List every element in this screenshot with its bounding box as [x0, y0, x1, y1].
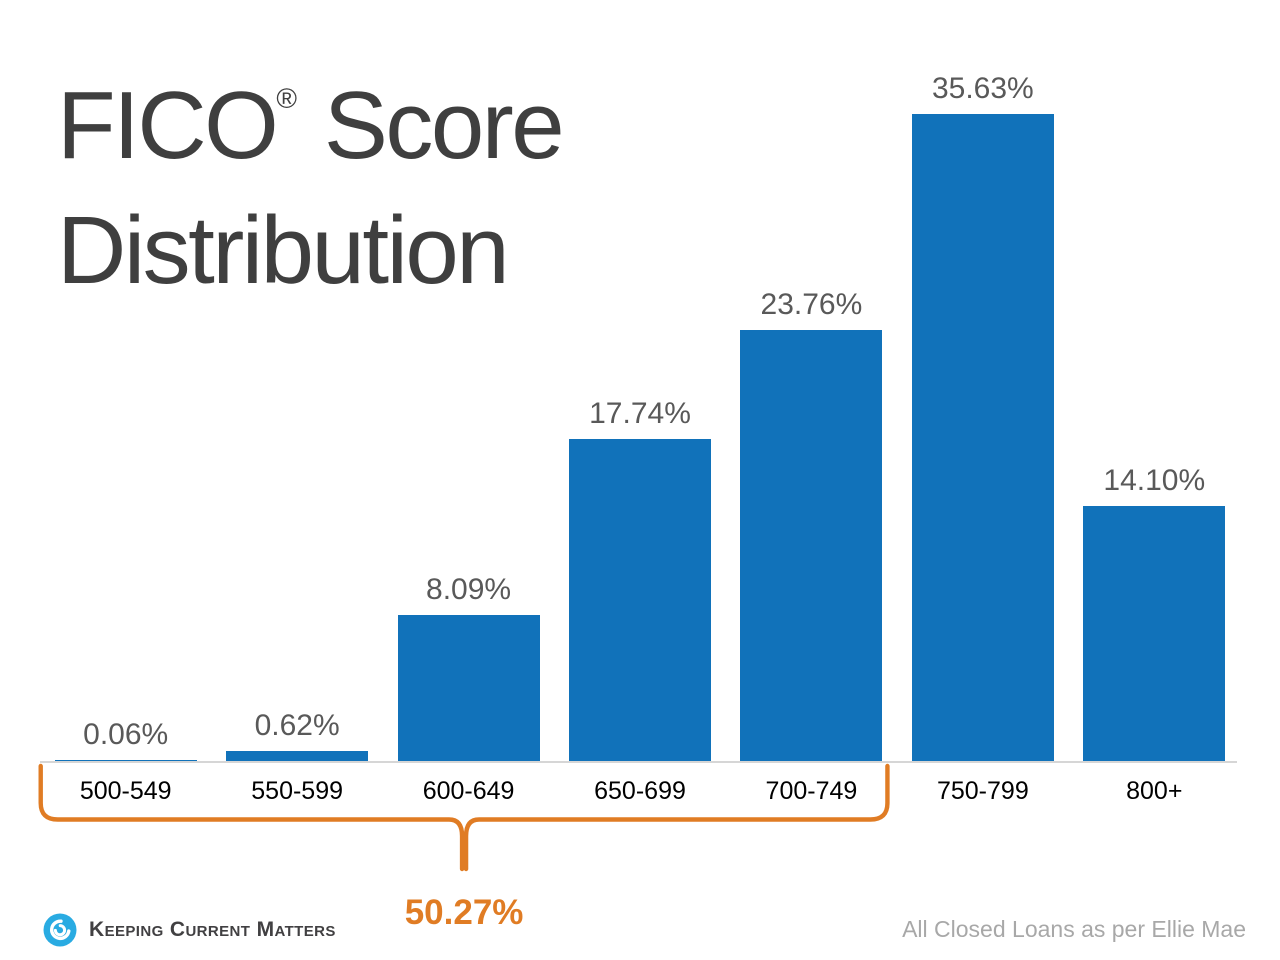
bar	[397, 614, 540, 762]
bar-value-label: 8.09%	[426, 572, 512, 606]
bar-value-label: 14.10%	[1103, 463, 1206, 497]
registered-trademark-icon: ®	[276, 83, 297, 114]
bar-value-label: 23.76%	[760, 287, 863, 321]
x-axis-line	[40, 761, 1237, 763]
kcm-swirl-icon	[43, 913, 77, 947]
bar	[740, 329, 883, 762]
bar	[569, 439, 711, 762]
kcm-logo-text: Keeping Current Matters	[89, 918, 336, 941]
title-score-word: Score	[323, 72, 565, 179]
bracket-percentage-label: 50.27%	[404, 893, 524, 932]
bar-value-label: 0.06%	[83, 718, 169, 751]
source-note: All Closed Loans as per Ellie Mae	[902, 916, 1246, 942]
bar-value-label: 17.74%	[589, 397, 691, 431]
bar	[911, 114, 1054, 762]
bar-value-label: 0.62%	[254, 708, 340, 742]
kcm-logo: Keeping Current Matters	[42, 912, 336, 948]
bar-value-label: 35.63%	[931, 72, 1034, 105]
bar	[226, 750, 369, 762]
bar	[1083, 505, 1226, 762]
chart-title-line2: Distribution	[57, 197, 510, 304]
chart-title: FICO® Score Distribution	[57, 36, 565, 313]
chart-title-line1: FICO® Score	[57, 36, 565, 188]
bar-category-label: 800+	[1126, 777, 1183, 805]
bar-category-label: 750-799	[936, 777, 1029, 805]
title-brand: FICO	[57, 72, 279, 179]
